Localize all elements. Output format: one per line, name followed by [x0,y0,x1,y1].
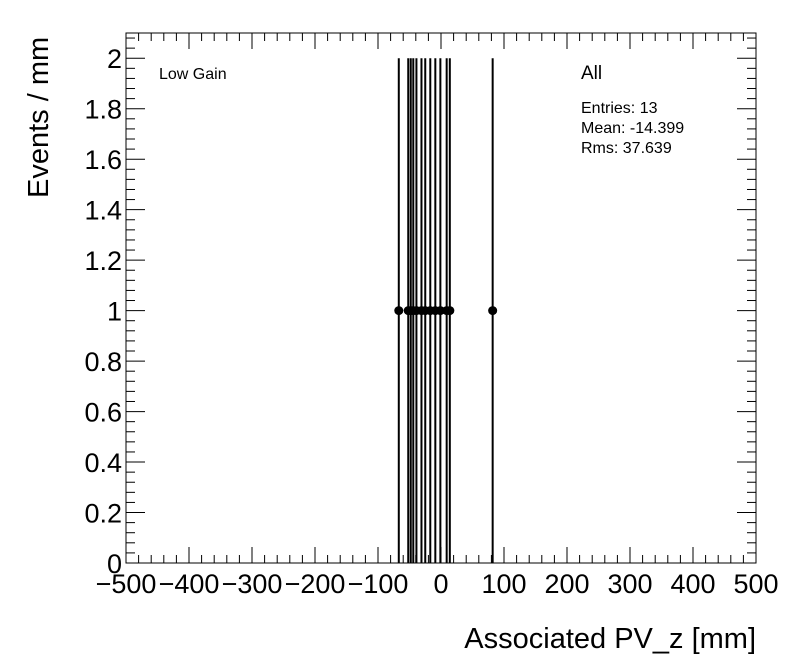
gain-label: Low Gain [159,66,227,83]
y-tick-label: 0.2 [84,499,122,529]
y-tick-label: 1.8 [84,95,122,125]
y-tick-label: 1.2 [84,246,122,276]
y-tick-label: 0.4 [84,448,122,478]
x-tick-label: −400 [159,569,220,599]
stats-rms: Rms: 37.639 [581,140,672,157]
x-tick-label: −500 [96,569,157,599]
x-tick-labels: −500 −400 −300 −200 −100 0 100 200 300 400 500 [96,569,779,599]
data-point [445,306,455,316]
x-tick-label: −300 [222,569,283,599]
data-point [394,306,404,316]
x-axis-label: Associated PV_z [mm] [464,623,756,655]
y-tick-label: 0.6 [84,398,122,428]
data-points [394,58,498,563]
x-tick-label: −100 [348,569,409,599]
stats-entries: Entries: 13 [581,100,658,117]
y-tick-label: 1.6 [84,145,122,175]
y-tick-label: 1 [107,297,122,327]
x-tick-label: 0 [433,569,448,599]
x-tick-label: 200 [544,569,589,599]
y-axis-label: Events / mm [23,37,55,198]
data-point [435,306,445,316]
y-tick-label: 0 [107,549,122,579]
selection-label: All [581,63,602,84]
y-tick-label: 2 [107,44,122,74]
y-tick-label: 0.8 [84,347,122,377]
x-tick-label: −200 [285,569,346,599]
x-tick-label: 300 [607,569,652,599]
x-tick-label: 100 [481,569,526,599]
x-tick-label: 400 [670,569,715,599]
y-tick-label: 1.4 [84,196,122,226]
y-tick-labels: 0 0.2 0.4 0.6 0.8 1 1.2 1.4 1.6 1.8 2 [84,44,122,579]
stats-mean: Mean: -14.399 [581,120,684,137]
x-tick-label: 500 [733,569,778,599]
data-point [488,306,498,316]
axis-ticks [125,33,757,564]
